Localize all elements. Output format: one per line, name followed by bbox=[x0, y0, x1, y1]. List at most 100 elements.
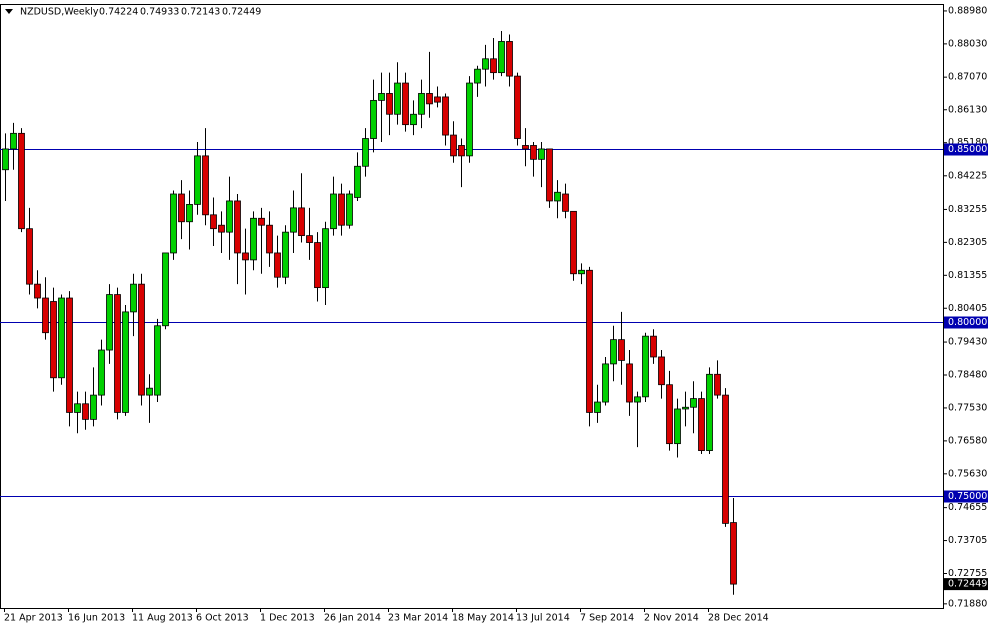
y-tick-label: 0.85180 bbox=[948, 137, 987, 148]
candle-body bbox=[218, 224, 225, 233]
candle-body bbox=[698, 398, 705, 451]
candle-body bbox=[202, 155, 209, 216]
y-tick-label: 0.86130 bbox=[948, 104, 987, 115]
price-label-box bbox=[944, 578, 988, 591]
candle-body bbox=[146, 387, 153, 396]
candle-body bbox=[338, 193, 345, 226]
x-tick-label: 16 Jun 2013 bbox=[68, 613, 125, 624]
candle-body bbox=[730, 522, 737, 585]
candle-body bbox=[546, 148, 553, 202]
candle-body bbox=[282, 231, 289, 278]
y-tick-label: 0.79430 bbox=[948, 337, 987, 348]
candle-body bbox=[650, 335, 657, 358]
candle-body bbox=[34, 283, 41, 299]
candle-body bbox=[10, 132, 17, 150]
x-tick-label: 23 Mar 2014 bbox=[388, 613, 448, 624]
candle-body bbox=[442, 96, 449, 136]
candle-body bbox=[418, 93, 425, 115]
candle-body bbox=[18, 132, 25, 230]
candle-body bbox=[98, 349, 105, 396]
candle-body bbox=[186, 204, 193, 223]
candle-body bbox=[634, 396, 641, 403]
candle-body bbox=[346, 193, 353, 226]
x-tick-label: 11 Aug 2013 bbox=[132, 613, 193, 624]
y-tick-label: 0.74655 bbox=[948, 502, 987, 513]
price-label: 0.72449 bbox=[948, 579, 987, 590]
candle-body bbox=[706, 373, 713, 451]
candle-body bbox=[458, 145, 465, 157]
y-tick-label: 0.76580 bbox=[948, 435, 987, 446]
candle-body bbox=[586, 269, 593, 413]
candle-body bbox=[250, 217, 257, 261]
y-tick-label: 0.72755 bbox=[948, 568, 987, 579]
candle-body bbox=[522, 145, 529, 150]
candle-body bbox=[330, 193, 337, 230]
header-low: 0.72143 bbox=[181, 7, 220, 18]
candle-body bbox=[578, 269, 585, 275]
level-label-box bbox=[944, 316, 988, 329]
candle-body bbox=[242, 252, 249, 261]
x-tick-label: 6 Oct 2013 bbox=[196, 613, 249, 624]
candle-body bbox=[306, 235, 313, 243]
y-tick-label: 0.83255 bbox=[948, 204, 987, 215]
candle-body bbox=[434, 96, 441, 103]
candle-body bbox=[114, 294, 121, 413]
candle-body bbox=[658, 356, 665, 386]
candle-body bbox=[234, 200, 241, 254]
candle-body bbox=[50, 301, 57, 379]
candle-body bbox=[130, 283, 137, 313]
candle-body bbox=[610, 339, 617, 365]
candle-body bbox=[402, 82, 409, 126]
candle-body bbox=[354, 165, 361, 198]
candle-body bbox=[410, 113, 417, 126]
candle-body bbox=[194, 155, 201, 205]
header-high: 0.74933 bbox=[140, 7, 179, 18]
y-tick-label: 0.88980 bbox=[948, 5, 987, 16]
y-tick-label: 0.75630 bbox=[948, 468, 987, 479]
header-open: 0.74224 bbox=[99, 7, 138, 18]
x-tick-label: 7 Sep 2014 bbox=[580, 613, 634, 624]
y-tick-label: 0.87070 bbox=[948, 72, 987, 83]
menu-arrow bbox=[5, 9, 13, 14]
candle-body bbox=[682, 406, 689, 410]
candle-body bbox=[618, 339, 625, 361]
level-label: 0.85000 bbox=[948, 144, 987, 155]
candle-body bbox=[178, 193, 185, 223]
candle-body bbox=[602, 363, 609, 403]
candle-body bbox=[530, 145, 537, 160]
candle-body bbox=[90, 394, 97, 420]
candle-body bbox=[394, 82, 401, 115]
candle-body bbox=[538, 148, 545, 160]
level-label-box bbox=[944, 143, 988, 156]
candle-body bbox=[66, 297, 73, 413]
candle-body bbox=[274, 252, 281, 278]
candle-body bbox=[482, 58, 489, 70]
candle-body bbox=[674, 408, 681, 445]
candle-body bbox=[426, 93, 433, 105]
candle-body bbox=[290, 207, 297, 233]
candle-body bbox=[298, 207, 305, 237]
candle-body bbox=[42, 297, 49, 334]
x-tick-label: 13 Jul 2014 bbox=[516, 613, 570, 624]
candle-body bbox=[26, 228, 33, 285]
y-tick-label: 0.80405 bbox=[948, 303, 987, 314]
y-tick-label: 0.88030 bbox=[948, 38, 987, 49]
chart-title: NZDUSD,Weekly bbox=[20, 7, 99, 18]
level-label-box bbox=[944, 490, 988, 503]
candle-body bbox=[666, 384, 673, 445]
x-tick-label: 18 May 2014 bbox=[452, 613, 514, 624]
candle-body bbox=[74, 403, 81, 413]
candle-body bbox=[386, 93, 393, 115]
candle-body bbox=[122, 311, 129, 413]
y-tick-label: 0.82305 bbox=[948, 237, 987, 248]
candle-body bbox=[170, 193, 177, 254]
level-label: 0.80000 bbox=[948, 317, 987, 328]
candle-body bbox=[506, 41, 513, 77]
candle-body bbox=[322, 228, 329, 289]
y-tick-label: 0.81355 bbox=[948, 270, 987, 281]
candle-body bbox=[498, 41, 505, 74]
candle-body bbox=[490, 58, 497, 74]
header-close: 0.72449 bbox=[222, 7, 261, 18]
